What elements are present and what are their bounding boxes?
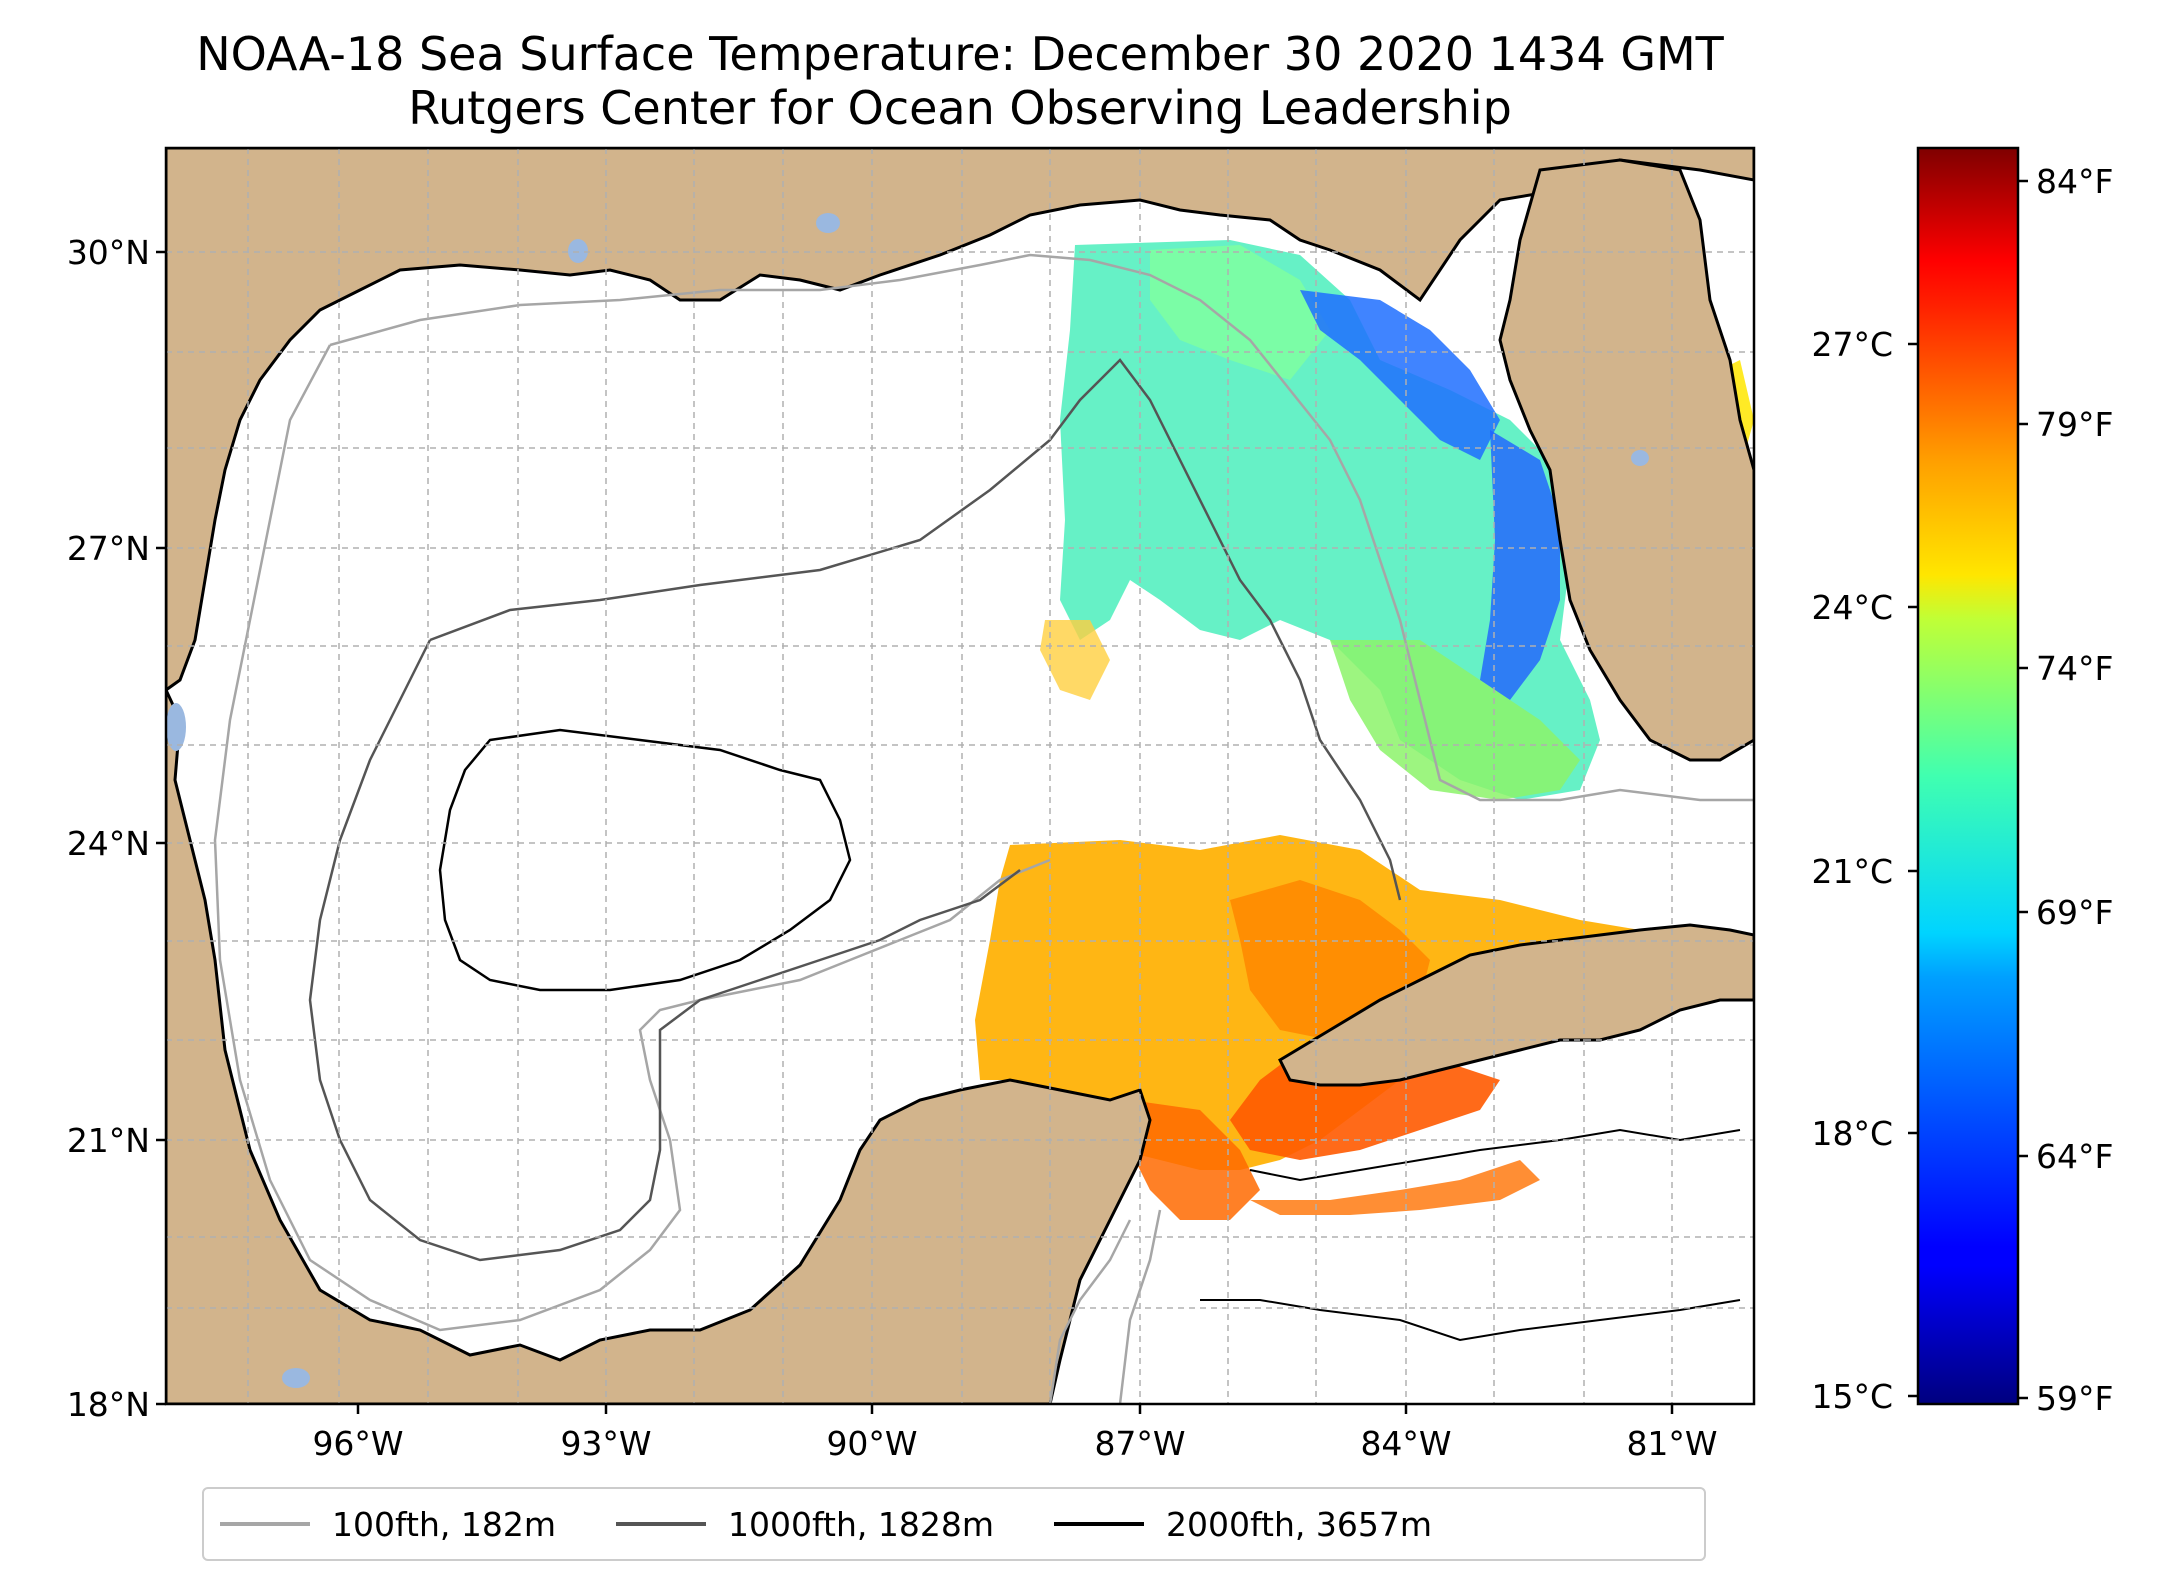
lat-tick-label: 21°N [67,1121,150,1160]
lon-tick-label: 81°W [1626,1424,1717,1463]
contour-2000fth [438,728,852,992]
chart-subtitle: Rutgers Center for Ocean Observing Leade… [408,81,1512,135]
land-usa-gulf [166,148,1754,692]
lake-5 [1631,450,1649,466]
contour-legend: 100fth, 182m 1000fth, 1828m 2000fth, 365… [202,1487,1706,1561]
sst-patch-blue-coast [1300,290,1500,460]
contour-1000fth [429,358,1402,901]
lat-tick-labels: 30°N 27°N 24°N 21°N 18°N [67,233,150,1424]
lon-tick-marks [356,1404,1674,1414]
land-mexico [166,689,1152,1404]
legend-swatch [616,1522,706,1526]
colorbar-celsius-ticks [1908,342,1918,1398]
celsius-tick-label: 21°C [1811,852,1893,891]
legend-swatch [220,1522,310,1526]
fahrenheit-tick-label: 74°F [2036,649,2113,688]
lon-tick-label: 84°W [1360,1424,1451,1463]
colorbar-fahrenheit-ticks [2018,179,2028,1400]
land-cuba [1278,923,1754,1087]
bathymetry-layer [213,253,1754,1404]
land-layer [166,148,1754,1404]
lon-tick-label: 87°W [1094,1424,1185,1463]
celsius-tick-label: 18°C [1811,1114,1893,1153]
contour-100fth-west [213,344,1051,1332]
contour-100fth [329,253,1754,802]
lat-tick-label: 18°N [67,1385,150,1424]
fahrenheit-tick-label: 79°F [2036,405,2113,444]
contour-1000fth-west [308,639,1021,1262]
land-florida [1498,158,1754,762]
lat-tick-label: 24°N [67,824,150,863]
legend-item-100fth: 100fth, 182m [220,1505,556,1544]
lon-tick-label: 96°W [312,1424,403,1463]
legend-label: 2000fth, 3657m [1165,1504,1432,1544]
legend-label: 100fth, 182m [332,1504,556,1544]
sst-patch-lightgreen [1330,640,1580,800]
sst-patch-yucatan [1130,1100,1260,1220]
lat-tick-label: 27°N [67,529,150,568]
sst-patch-green [1150,245,1330,380]
lake-4 [282,1368,310,1388]
sst-patch-blue-florida [1480,430,1560,700]
map-gridlines [166,148,1754,1404]
contour-2000fth-caribbean [1200,1128,1741,1342]
fahrenheit-tick-label: 84°F [2036,162,2113,201]
lake-3 [166,703,186,751]
chart-title: NOAA-18 Sea Surface Temperature: Decembe… [196,27,1724,81]
lake-2 [568,239,588,263]
lon-tick-labels: 96°W 93°W 90°W 87°W 84°W 81°W [312,1424,1717,1463]
fahrenheit-tick-label: 69°F [2036,893,2113,932]
legend-item-1000fth: 1000fth, 1828m [616,1505,994,1544]
colorbar [1916,146,2020,1406]
sst-patch-south [1250,1160,1540,1215]
legend-label: 1000fth, 1828m [728,1504,994,1544]
colorbar-fahrenheit-labels: 84°F 79°F 74°F 69°F 64°F 59°F [2036,162,2113,1418]
fahrenheit-tick-label: 64°F [2036,1137,2113,1176]
lake-1 [816,213,840,233]
fahrenheit-tick-label: 59°F [2036,1379,2113,1418]
lat-tick-marks [156,250,166,1406]
contour-100fth-yucatan [1048,1209,1162,1404]
sst-patch-cool [1060,240,1600,800]
legend-item-2000fth: 2000fth, 3657m [1053,1504,1432,1544]
sst-patch-speck [1040,620,1110,700]
celsius-tick-label: 15°C [1811,1377,1893,1416]
colorbar-celsius-labels: 27°C 24°C 21°C 18°C 15°C [1811,325,1893,1416]
lon-tick-label: 90°W [826,1424,917,1463]
celsius-tick-label: 24°C [1811,588,1893,627]
map-frame [164,146,1756,1406]
legend-swatch [1053,1522,1144,1526]
lat-tick-label: 30°N [67,233,150,272]
lake-layer [166,213,1649,1388]
celsius-tick-label: 27°C [1811,325,1893,364]
lon-tick-label: 93°W [560,1424,651,1463]
